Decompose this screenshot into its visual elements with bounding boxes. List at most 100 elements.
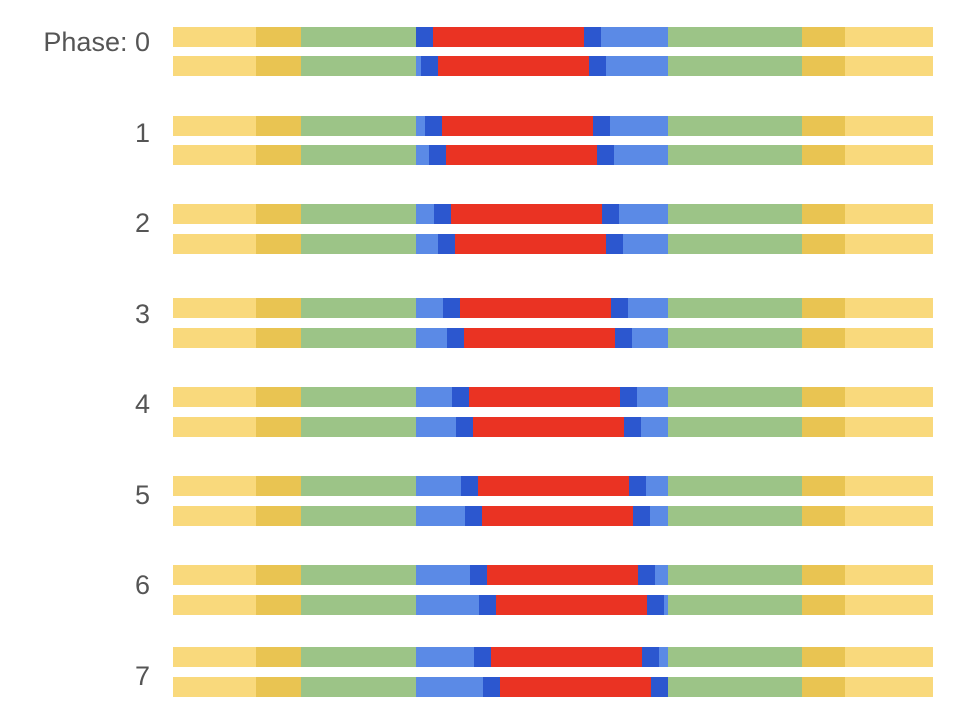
phase-label: 5: [135, 482, 150, 509]
dark-blue-segment: [416, 27, 433, 47]
phase-label: 3: [135, 301, 150, 328]
dark-blue-segment: [620, 387, 637, 407]
dark-blue-segment: [597, 145, 614, 165]
green-segment: [301, 27, 416, 47]
light-blue-segment: [416, 476, 461, 496]
green-segment: [301, 204, 416, 224]
dark-blue-segment: [624, 417, 641, 437]
dark-blue-segment: [651, 677, 668, 697]
phase-bar: [173, 565, 933, 585]
dark-yellow-segment: [256, 387, 301, 407]
red-segment: [496, 595, 647, 615]
dark-blue-segment: [447, 328, 464, 348]
phase-bar: [173, 328, 933, 348]
green-segment: [301, 506, 416, 526]
dark-yellow-segment: [256, 298, 301, 318]
light-yellow-segment: [173, 506, 256, 526]
dark-yellow-segment: [256, 328, 301, 348]
dark-yellow-segment: [256, 27, 301, 47]
light-yellow-segment: [845, 234, 933, 254]
phase-number: 2: [134, 208, 150, 238]
dark-blue-segment: [421, 56, 438, 76]
light-blue-segment: [623, 234, 668, 254]
dark-yellow-segment: [256, 677, 301, 697]
light-blue-segment: [637, 387, 668, 407]
red-segment: [451, 204, 602, 224]
red-segment: [469, 387, 620, 407]
light-blue-segment: [416, 116, 425, 136]
green-segment: [301, 565, 416, 585]
dark-yellow-segment: [256, 565, 301, 585]
green-segment: [301, 145, 416, 165]
light-yellow-segment: [173, 27, 256, 47]
green-segment: [668, 116, 802, 136]
dark-blue-segment: [479, 595, 496, 615]
dark-blue-segment: [589, 56, 606, 76]
dark-blue-segment: [438, 234, 455, 254]
light-yellow-segment: [845, 476, 933, 496]
light-blue-segment: [416, 328, 447, 348]
dark-blue-segment: [633, 506, 650, 526]
dark-blue-segment: [638, 565, 655, 585]
red-segment: [478, 476, 629, 496]
red-segment: [433, 27, 584, 47]
light-yellow-segment: [173, 595, 256, 615]
phase-label: Phase: 0: [43, 29, 150, 56]
red-segment: [482, 506, 633, 526]
light-yellow-segment: [845, 328, 933, 348]
dark-yellow-segment: [802, 387, 845, 407]
light-yellow-segment: [173, 647, 256, 667]
phase-bar: [173, 595, 933, 615]
dark-blue-segment: [452, 387, 469, 407]
phase-number: 5: [134, 480, 150, 510]
light-yellow-segment: [173, 565, 256, 585]
light-blue-segment: [416, 417, 456, 437]
light-yellow-segment: [845, 417, 933, 437]
dark-yellow-segment: [802, 27, 845, 47]
light-blue-segment: [650, 506, 668, 526]
red-segment: [455, 234, 606, 254]
dark-yellow-segment: [802, 595, 845, 615]
light-yellow-segment: [845, 506, 933, 526]
phase-number: 1: [134, 118, 150, 148]
green-segment: [668, 417, 802, 437]
light-yellow-segment: [173, 234, 256, 254]
dark-blue-segment: [429, 145, 446, 165]
dark-yellow-segment: [256, 145, 301, 165]
dark-yellow-segment: [802, 116, 845, 136]
red-segment: [491, 647, 642, 667]
dark-blue-segment: [602, 204, 619, 224]
dark-yellow-segment: [802, 298, 845, 318]
green-segment: [668, 204, 802, 224]
light-yellow-segment: [173, 328, 256, 348]
red-segment: [460, 298, 611, 318]
green-segment: [668, 476, 802, 496]
light-yellow-segment: [845, 27, 933, 47]
light-blue-segment: [664, 595, 668, 615]
phase-label: 1: [135, 120, 150, 147]
dark-blue-segment: [483, 677, 500, 697]
light-blue-segment: [632, 328, 668, 348]
green-segment: [301, 116, 416, 136]
red-segment: [500, 677, 651, 697]
phase-bar: [173, 234, 933, 254]
light-yellow-segment: [173, 116, 256, 136]
light-blue-segment: [416, 387, 452, 407]
light-yellow-segment: [845, 647, 933, 667]
phase-bar: [173, 677, 933, 697]
phase-number: 6: [134, 570, 150, 600]
light-yellow-segment: [173, 417, 256, 437]
dark-blue-segment: [461, 476, 478, 496]
light-blue-segment: [659, 647, 668, 667]
green-segment: [668, 56, 802, 76]
light-blue-segment: [416, 298, 443, 318]
dark-yellow-segment: [802, 677, 845, 697]
light-yellow-segment: [845, 204, 933, 224]
green-segment: [668, 565, 802, 585]
dark-yellow-segment: [256, 647, 301, 667]
dark-blue-segment: [456, 417, 473, 437]
dark-blue-segment: [615, 328, 632, 348]
light-blue-segment: [619, 204, 668, 224]
green-segment: [301, 56, 416, 76]
